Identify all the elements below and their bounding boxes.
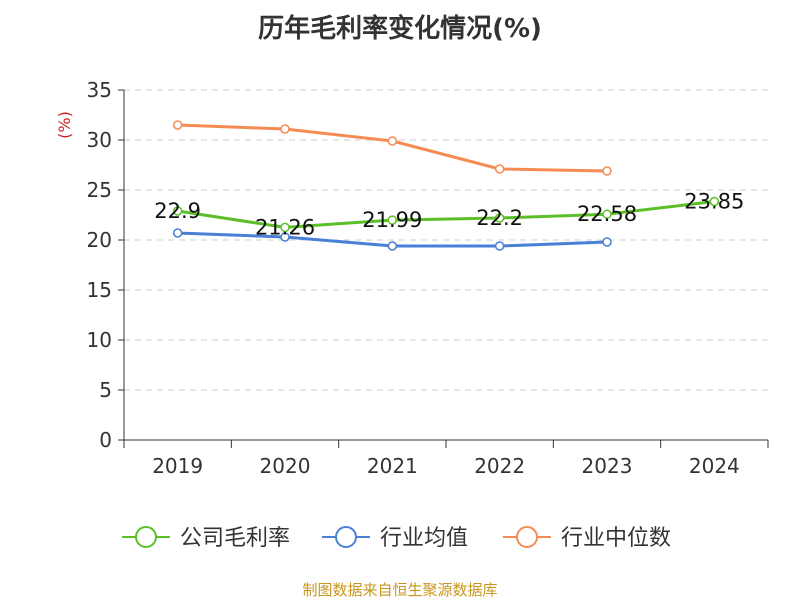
legend-marker <box>516 526 538 548</box>
data-point[interactable] <box>172 206 183 216</box>
y-tick-label: 35 <box>87 78 112 102</box>
x-tick-label: 2023 <box>582 454 633 478</box>
legend[interactable]: 公司毛利率 行业均值 行业中位数 <box>122 526 671 551</box>
data-point[interactable] <box>280 124 290 134</box>
data-labels: 22.9 21.26 21.99 22.2 22.58 23.85 <box>154 190 744 240</box>
data-point[interactable] <box>602 237 612 247</box>
data-label: 21.99 <box>362 208 422 232</box>
x-tick-label: 2019 <box>152 454 203 478</box>
data-label: 22.2 <box>476 206 523 230</box>
legend-marker <box>335 526 357 548</box>
data-label: 22.58 <box>577 202 637 226</box>
grid-lines <box>124 89 768 391</box>
axes: 0 5 10 15 20 25 30 35 2019 2020 2021 2022 2023 2024 (%… <box>55 78 769 478</box>
legend-label: 公司毛利率 <box>180 526 290 551</box>
data-point[interactable] <box>280 222 290 233</box>
legend-item[interactable]: 公司毛利率 <box>122 526 290 551</box>
data-point[interactable] <box>387 136 398 146</box>
y-tick-label: 15 <box>87 278 112 302</box>
data-point[interactable] <box>494 164 505 174</box>
data-point[interactable] <box>602 166 612 176</box>
y-axis-label: (%) <box>55 111 74 139</box>
y-tick-label: 30 <box>87 128 112 152</box>
chart-title: 历年毛利率变化情况(%) <box>258 14 542 44</box>
data-point[interactable] <box>280 232 290 242</box>
legend-item[interactable]: 行业均值 <box>322 526 468 551</box>
series-line <box>177 123 608 173</box>
y-tick-label: 5 <box>99 378 112 402</box>
data-point[interactable] <box>602 209 612 219</box>
legend-item[interactable]: 行业中位数 <box>503 526 671 551</box>
y-tick-label: 25 <box>87 178 112 202</box>
legend-label: 行业中位数 <box>561 526 671 551</box>
data-point[interactable] <box>387 215 398 225</box>
data-point[interactable] <box>172 120 183 130</box>
data-point[interactable] <box>387 241 398 251</box>
x-tick-label: 2022 <box>474 454 525 478</box>
data-label: 21.26 <box>255 215 315 239</box>
series-line <box>177 200 715 229</box>
legend-label: 行业均值 <box>380 526 468 551</box>
legend-marker <box>135 526 157 548</box>
y-tick-label: 0 <box>99 428 112 452</box>
source-note: 制图数据来自恒生聚源数据库 <box>302 581 498 599</box>
data-point[interactable] <box>494 241 505 251</box>
data-point[interactable] <box>709 196 720 207</box>
x-tick-label: 2021 <box>367 454 418 478</box>
data-label: 23.85 <box>684 190 744 214</box>
series-layer <box>172 120 720 251</box>
data-point[interactable] <box>172 228 183 238</box>
y-tick-label: 20 <box>87 228 112 252</box>
x-tick-label: 2020 <box>260 454 311 478</box>
y-tick-label: 10 <box>87 328 112 352</box>
x-tick-label: 2024 <box>689 454 740 478</box>
data-label: 22.9 <box>154 199 201 223</box>
data-point[interactable] <box>494 213 505 223</box>
